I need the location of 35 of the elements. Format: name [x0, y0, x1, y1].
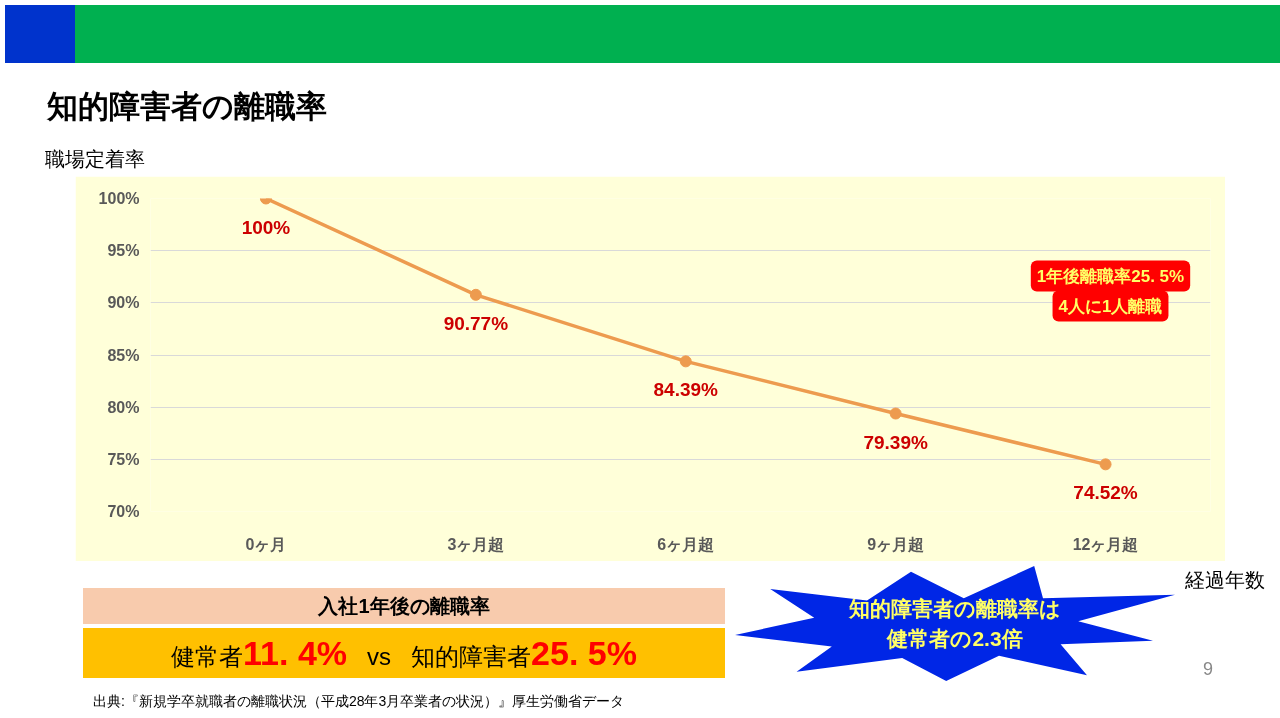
data-label: 100% [241, 216, 291, 238]
y-tick-label: 95% [107, 242, 140, 260]
point [679, 355, 692, 368]
y-tick-label: 70% [107, 503, 140, 520]
x-tick-label: 3ヶ月超 [447, 535, 505, 553]
text: 9 [1202, 657, 1214, 681]
chart-title: 知的障害者の離職率 [46, 88, 327, 126]
data-label: 79.39% [863, 431, 928, 453]
x-axis-title: 経過年数 [1185, 569, 1265, 591]
text: 25. 5% [531, 634, 637, 672]
y-tick-label: 80% [107, 398, 140, 416]
x-tick-label: 9ヶ月超 [867, 535, 925, 553]
y-tick-label: 100% [98, 190, 140, 207]
text: 健常者の2.3倍 [887, 626, 1023, 650]
x-tick-label: 6ヶ月超 [657, 535, 715, 553]
y-tick-label: 90% [107, 294, 140, 312]
point [469, 288, 482, 301]
text: vs 知的障害者 [367, 643, 532, 670]
x-tick-label: 0ヶ月 [245, 535, 287, 553]
y-axis-title: 職場定着率 [44, 147, 145, 172]
data-label: 84.39% [653, 379, 719, 401]
text: 健常者 [171, 643, 244, 670]
text: 知的障害者の離職率は [849, 596, 1061, 620]
text: 11. 4% [243, 634, 348, 672]
data-label: 74.52% [1073, 482, 1138, 504]
data-label: 90.77% [443, 312, 509, 334]
annotation: 1年後離職率25. 5% [1036, 266, 1185, 286]
source-note: 出典:『新規学卒就職者の離職状況（平成28年3月卒業者の状況）』厚生労働省データ [92, 692, 625, 711]
x-tick-label: 12ヶ月超 [1072, 535, 1139, 553]
text: 入社1年後の離職率 [83, 588, 725, 624]
y-tick-label: 85% [107, 346, 140, 364]
point [1099, 458, 1112, 471]
annotation: 4人に1人離職 [1058, 296, 1163, 316]
point [889, 407, 902, 420]
y-tick-label: 75% [107, 450, 140, 468]
